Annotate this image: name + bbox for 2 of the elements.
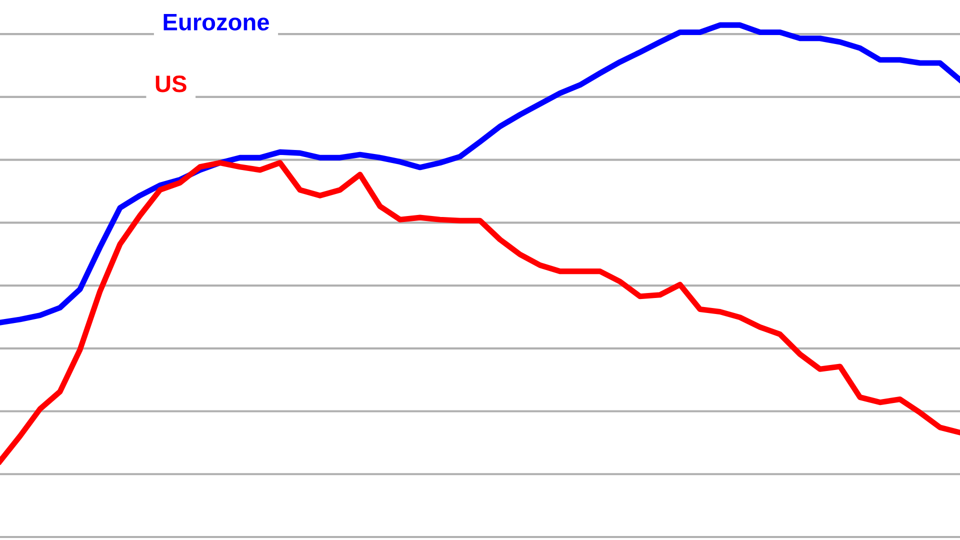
text: Eurozone <box>164 14 269 31</box>
text: US <box>156 76 186 92</box>
